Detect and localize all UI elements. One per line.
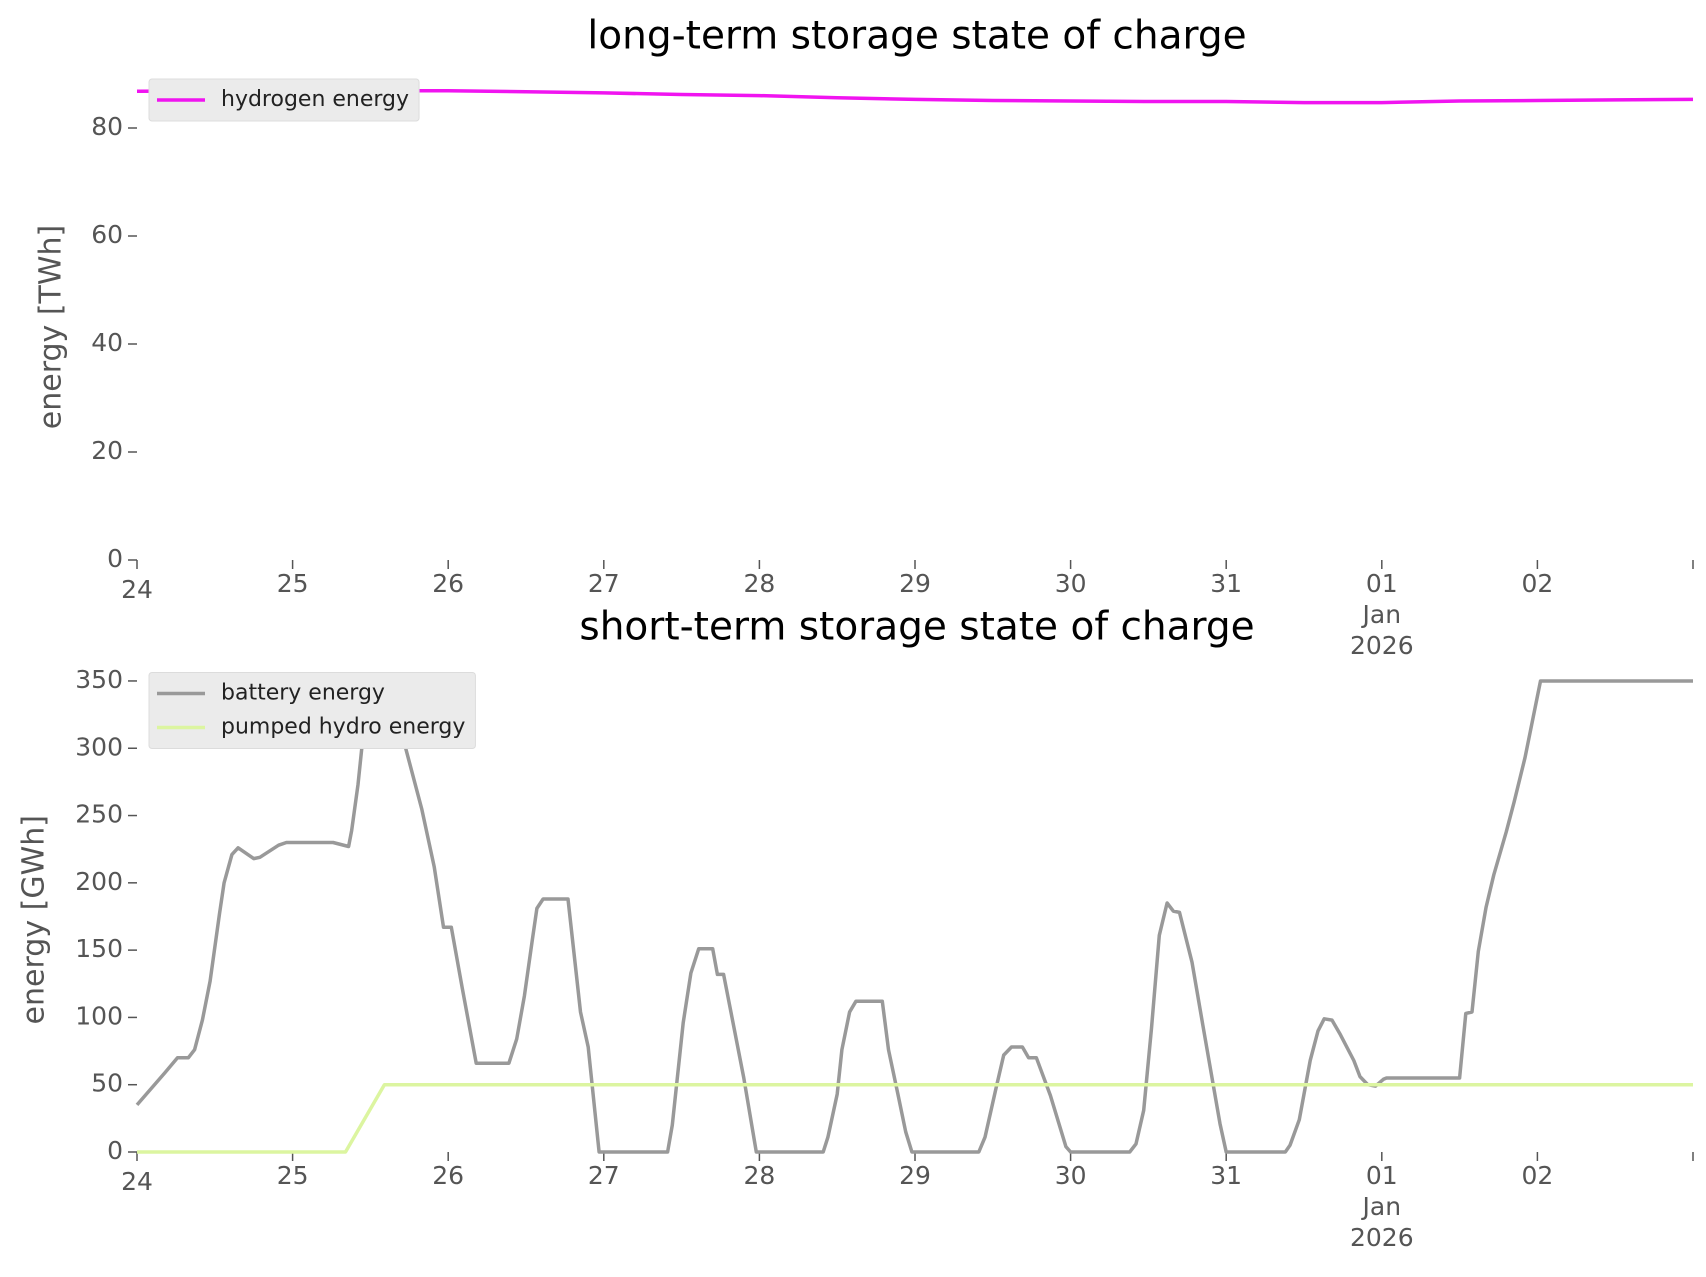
- y-tick-label: 20: [91, 436, 123, 465]
- x-tick-label: 02: [1521, 569, 1554, 598]
- x-tick-label: 24: [121, 575, 153, 604]
- x-tick-label: 31: [1210, 1161, 1243, 1190]
- y-tick-label: 0: [107, 1136, 123, 1165]
- x-tick-label: 25: [276, 1161, 309, 1190]
- legend: hydrogen energy: [148, 78, 420, 122]
- y-tick-label: 60: [91, 220, 123, 249]
- x-tick-label: 29: [899, 1161, 931, 1190]
- y-tick-label: 50: [91, 1069, 123, 1098]
- y-tick-label: 40: [91, 328, 123, 357]
- x-tick-label: 26: [432, 1161, 465, 1190]
- x-tick-label: 26: [432, 569, 465, 598]
- chart-title: short-term storage state of charge: [579, 605, 1254, 650]
- legend-box: [148, 672, 476, 749]
- legend-label: battery energy: [221, 681, 385, 706]
- x-tick-label: 27: [587, 1161, 620, 1190]
- legend: battery energy pumped hydro energy: [148, 672, 476, 749]
- x-tick-label: 01 Jan 2026: [1349, 1161, 1414, 1252]
- y-tick-label: 100: [75, 1001, 123, 1030]
- x-tick-label: 29: [899, 569, 931, 598]
- legend-box: [148, 78, 420, 122]
- y-tick-label: 350: [75, 665, 123, 694]
- x-tick-label: 28: [743, 1161, 776, 1190]
- y-axis-label: energy [TWh]: [34, 225, 69, 429]
- data-line: [135, 677, 1693, 1154]
- x-tick-label: 30: [1054, 1161, 1087, 1190]
- y-tick-label: 150: [75, 934, 123, 963]
- chart-title: long-term storage state of charge: [587, 14, 1246, 59]
- x-tick-label: 25: [276, 569, 309, 598]
- y-axis-label: energy [GWh]: [17, 815, 52, 1024]
- x-tick-label: 30: [1054, 569, 1087, 598]
- x-tick-label: 24: [121, 1167, 153, 1196]
- x-tick-label: 27: [587, 569, 620, 598]
- y-tick-label: 200: [75, 867, 123, 896]
- y-tick-label: 250: [75, 800, 123, 829]
- data-line: [136, 88, 1694, 105]
- x-tick-label: 31: [1210, 569, 1243, 598]
- x-tick-label: 02: [1521, 1161, 1554, 1190]
- y-tick-label: 300: [75, 732, 123, 761]
- y-tick-label: 80: [91, 112, 123, 141]
- x-tick-label: 28: [743, 569, 776, 598]
- y-tick-label: 0: [107, 544, 123, 573]
- data-line: [137, 1082, 1693, 1154]
- x-tick-label: 01 Jan 2026: [1349, 569, 1414, 660]
- legend-label: pumped hydro energy: [221, 715, 465, 740]
- legend-label: hydrogen energy: [221, 87, 409, 112]
